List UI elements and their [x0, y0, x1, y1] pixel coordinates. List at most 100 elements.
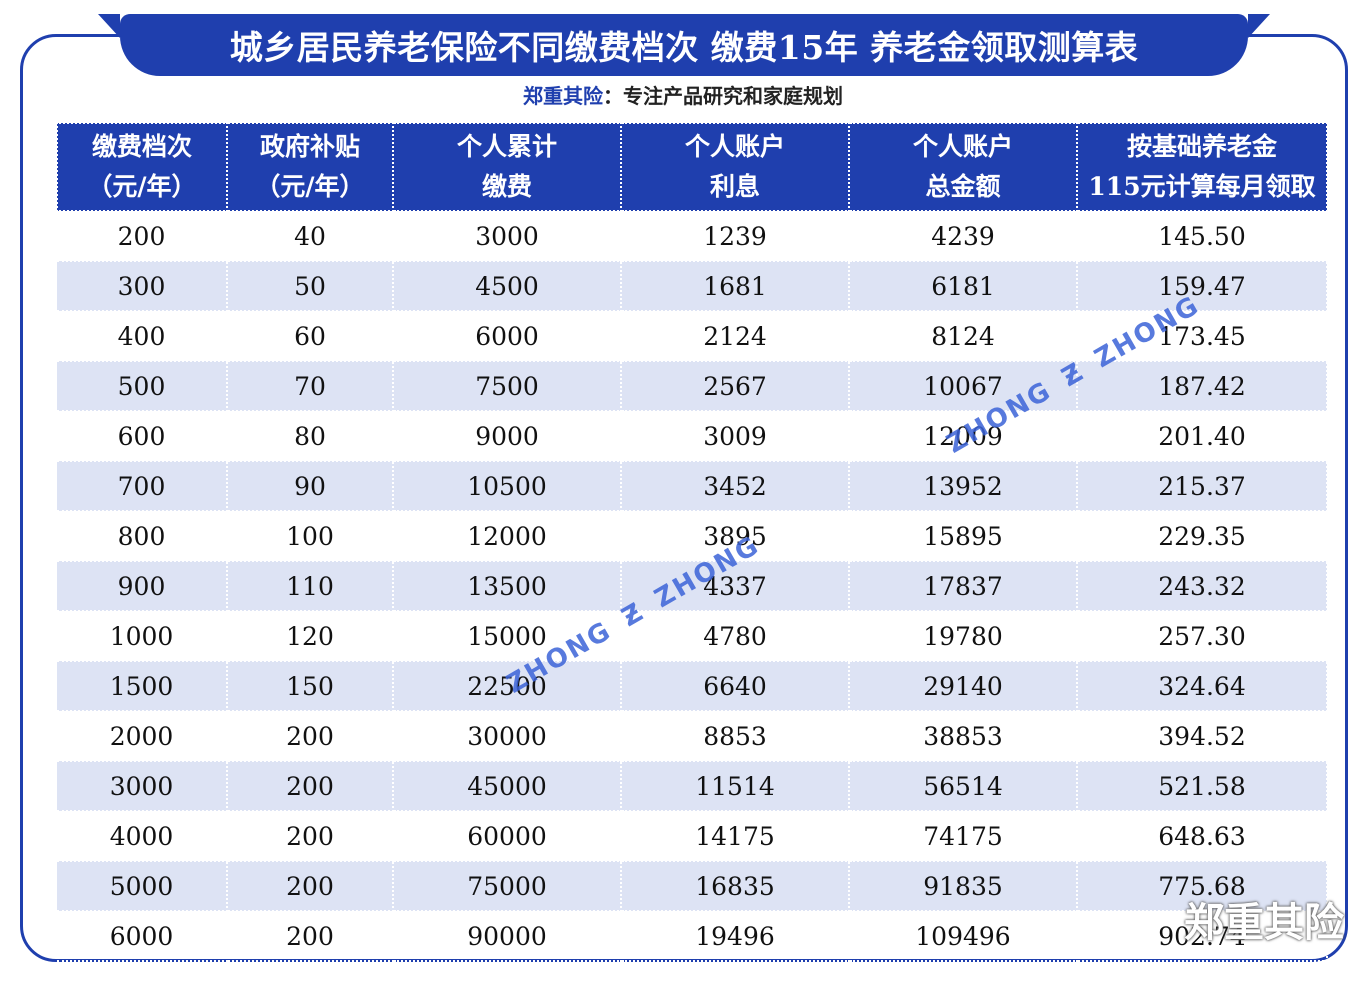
table-cell: 200 — [227, 761, 394, 812]
table-cell: 74175 — [849, 811, 1078, 862]
table-cell: 13952 — [849, 461, 1078, 512]
table-cell: 400 — [57, 311, 228, 362]
column-header: 按基础养老金 115元计算每月领取 — [1076, 122, 1328, 212]
column-header: 政府补贴 （元/年） — [226, 122, 394, 212]
table-cell: 120 — [227, 611, 394, 662]
table-cell: 75000 — [393, 861, 622, 912]
table-cell: 5000 — [57, 861, 228, 912]
table-cell: 3009 — [621, 411, 850, 462]
table-cell: 1681 — [621, 261, 850, 312]
table-row: 900 110 13500 4337 17837 243.32 — [57, 561, 1328, 612]
table-cell: 900 — [57, 561, 228, 612]
table-row: 200 40 3000 1239 4239 145.50 — [57, 211, 1328, 262]
table-cell: 40 — [227, 211, 394, 262]
subtitle: 郑重其险：专注产品研究和家庭规划 — [0, 80, 1366, 109]
table-cell: 229.35 — [1077, 511, 1328, 562]
table-cell: 10500 — [393, 461, 622, 512]
column-header-line2: 总金额 — [925, 172, 1001, 201]
table-cell: 22500 — [393, 661, 622, 712]
table-cell: 6000 — [393, 311, 622, 362]
table-header-row: 缴费档次 （元/年） 政府补贴 （元/年） 个人累计 缴费 个人账户 利息 个人账户 总金额 按基础… — [56, 122, 1328, 212]
table-cell: 90 — [227, 461, 394, 512]
table-cell: 500 — [57, 361, 228, 412]
table-cell: 45000 — [393, 761, 622, 812]
table-cell: 800 — [57, 511, 228, 562]
table-cell: 4337 — [621, 561, 850, 612]
table-cell: 15000 — [393, 611, 622, 662]
title-banner: 城乡居民养老保险不同缴费档次 缴费15年 养老金领取测算表 — [98, 14, 1270, 76]
table-cell: 56514 — [849, 761, 1078, 812]
table-cell: 1000 — [57, 611, 228, 662]
table-cell: 700 — [57, 461, 228, 512]
table-cell: 6000 — [57, 911, 228, 962]
table-row: 400 60 6000 2124 8124 173.45 — [57, 311, 1328, 362]
table-cell: 110 — [227, 561, 394, 612]
column-header: 个人账户 总金额 — [848, 122, 1078, 212]
table-cell: 1239 — [621, 211, 850, 262]
table-row: 500 70 7500 2567 10067 187.42 — [57, 361, 1328, 412]
subtitle-brand: 郑重其险 — [523, 84, 603, 108]
table-cell: 6640 — [621, 661, 850, 712]
table-cell: 3452 — [621, 461, 850, 512]
column-header-line1: 个人账户 — [912, 132, 1013, 161]
table-cell: 29140 — [849, 661, 1078, 712]
page-title: 城乡居民养老保险不同缴费档次 缴费15年 养老金领取测算表 — [229, 28, 1139, 67]
table-cell: 150 — [227, 661, 394, 712]
table-cell: 4239 — [849, 211, 1078, 262]
column-header-line1: 政府补贴 — [259, 132, 360, 161]
table-cell: 2124 — [621, 311, 850, 362]
table-cell: 3000 — [393, 211, 622, 262]
table-cell: 2567 — [621, 361, 850, 412]
table-cell: 215.37 — [1077, 461, 1328, 512]
table-row: 1000 120 15000 4780 19780 257.30 — [57, 611, 1328, 662]
table-cell: 257.30 — [1077, 611, 1328, 662]
table-cell: 19496 — [621, 911, 850, 962]
table-cell: 13500 — [393, 561, 622, 612]
table-cell: 8853 — [621, 711, 850, 762]
subtitle-text: ：专注产品研究和家庭规划 — [603, 84, 843, 108]
table-cell: 30000 — [393, 711, 622, 762]
table-cell: 11514 — [621, 761, 850, 812]
table-cell: 3000 — [57, 761, 228, 812]
table-cell: 80 — [227, 411, 394, 462]
column-header-line2: （元/年） — [87, 172, 197, 201]
table-cell: 1500 — [57, 661, 228, 712]
column-header-line2: 利息 — [709, 172, 760, 201]
table-cell: 6181 — [849, 261, 1078, 312]
table-cell: 12000 — [393, 511, 622, 562]
table-cell: 7500 — [393, 361, 622, 412]
table-cell: 187.42 — [1077, 361, 1328, 412]
table-cell: 200 — [227, 711, 394, 762]
table-cell: 91835 — [849, 861, 1078, 912]
table-cell: 4500 — [393, 261, 622, 312]
corner-watermark: 郑重其险 — [1184, 900, 1344, 946]
table-row: 5000 200 75000 16835 91835 775.68 — [57, 861, 1328, 912]
table-row: 2000 200 30000 8853 38853 394.52 — [57, 711, 1328, 762]
table-cell: 201.40 — [1077, 411, 1328, 462]
table-cell: 2000 — [57, 711, 228, 762]
column-header: 个人账户 利息 — [620, 122, 850, 212]
table-cell: 16835 — [621, 861, 850, 912]
table-cell: 15895 — [849, 511, 1078, 562]
column-header: 个人累计 缴费 — [392, 122, 622, 212]
table-cell: 3895 — [621, 511, 850, 562]
table-cell: 324.64 — [1077, 661, 1328, 712]
table-cell: 173.45 — [1077, 311, 1328, 362]
table-cell: 14175 — [621, 811, 850, 862]
table-cell: 200 — [227, 811, 394, 862]
table-cell: 12009 — [849, 411, 1078, 462]
table-cell: 10067 — [849, 361, 1078, 412]
table-cell: 4000 — [57, 811, 228, 862]
table-row: 1500 150 22500 6640 29140 324.64 — [57, 661, 1328, 712]
column-header-line2: 115元计算每月领取 — [1088, 172, 1316, 201]
table-cell: 9000 — [393, 411, 622, 462]
table-cell: 394.52 — [1077, 711, 1328, 762]
table-cell: 200 — [57, 211, 228, 262]
table-cell: 159.47 — [1077, 261, 1328, 312]
table-cell: 8124 — [849, 311, 1078, 362]
table-cell: 243.32 — [1077, 561, 1328, 612]
table-cell: 70 — [227, 361, 394, 412]
table-cell: 648.63 — [1077, 811, 1328, 862]
column-header-line2: 缴费 — [481, 172, 532, 201]
table-row: 3000 200 45000 11514 56514 521.58 — [57, 761, 1328, 812]
